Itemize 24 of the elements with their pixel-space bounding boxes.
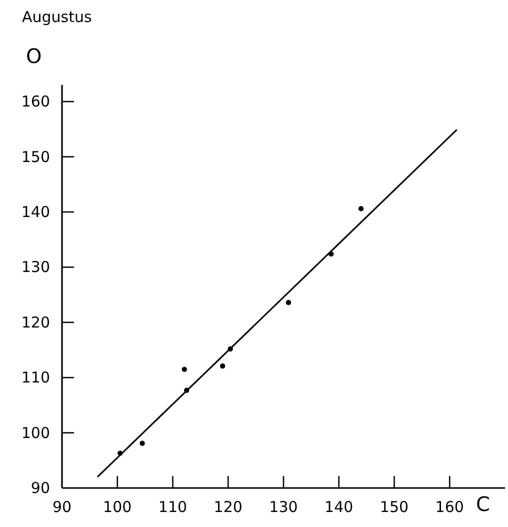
y-tick-label: 130 bbox=[21, 258, 50, 276]
y-axis-title: O bbox=[26, 44, 42, 68]
point bbox=[358, 206, 364, 212]
x-tick-label: 100 bbox=[103, 498, 132, 516]
point bbox=[140, 440, 145, 446]
point bbox=[286, 300, 292, 306]
point bbox=[182, 366, 187, 372]
x-tick-label: 140 bbox=[324, 498, 354, 516]
point bbox=[220, 363, 226, 369]
y-tick-label: 160 bbox=[21, 92, 50, 111]
x-tick-label: 90 bbox=[52, 498, 72, 516]
y-tick-label: 100 bbox=[21, 424, 50, 442]
y-tick-label: 90 bbox=[30, 479, 50, 497]
y-tick-label: 120 bbox=[21, 313, 50, 332]
x-tick-label: 160 bbox=[435, 498, 464, 516]
y-tick-label: 150 bbox=[21, 148, 50, 166]
x-axis-title: C bbox=[476, 492, 490, 516]
x-tick-label: 150 bbox=[380, 498, 409, 516]
x-tick-label: 110 bbox=[158, 498, 188, 516]
x-tick-label: 130 bbox=[269, 498, 298, 516]
y-tick-label: 140 bbox=[21, 202, 50, 221]
y-tick-label: 110 bbox=[21, 368, 50, 387]
x-tick-label: 120 bbox=[214, 498, 242, 516]
chart-title: Augustus bbox=[22, 8, 92, 26]
